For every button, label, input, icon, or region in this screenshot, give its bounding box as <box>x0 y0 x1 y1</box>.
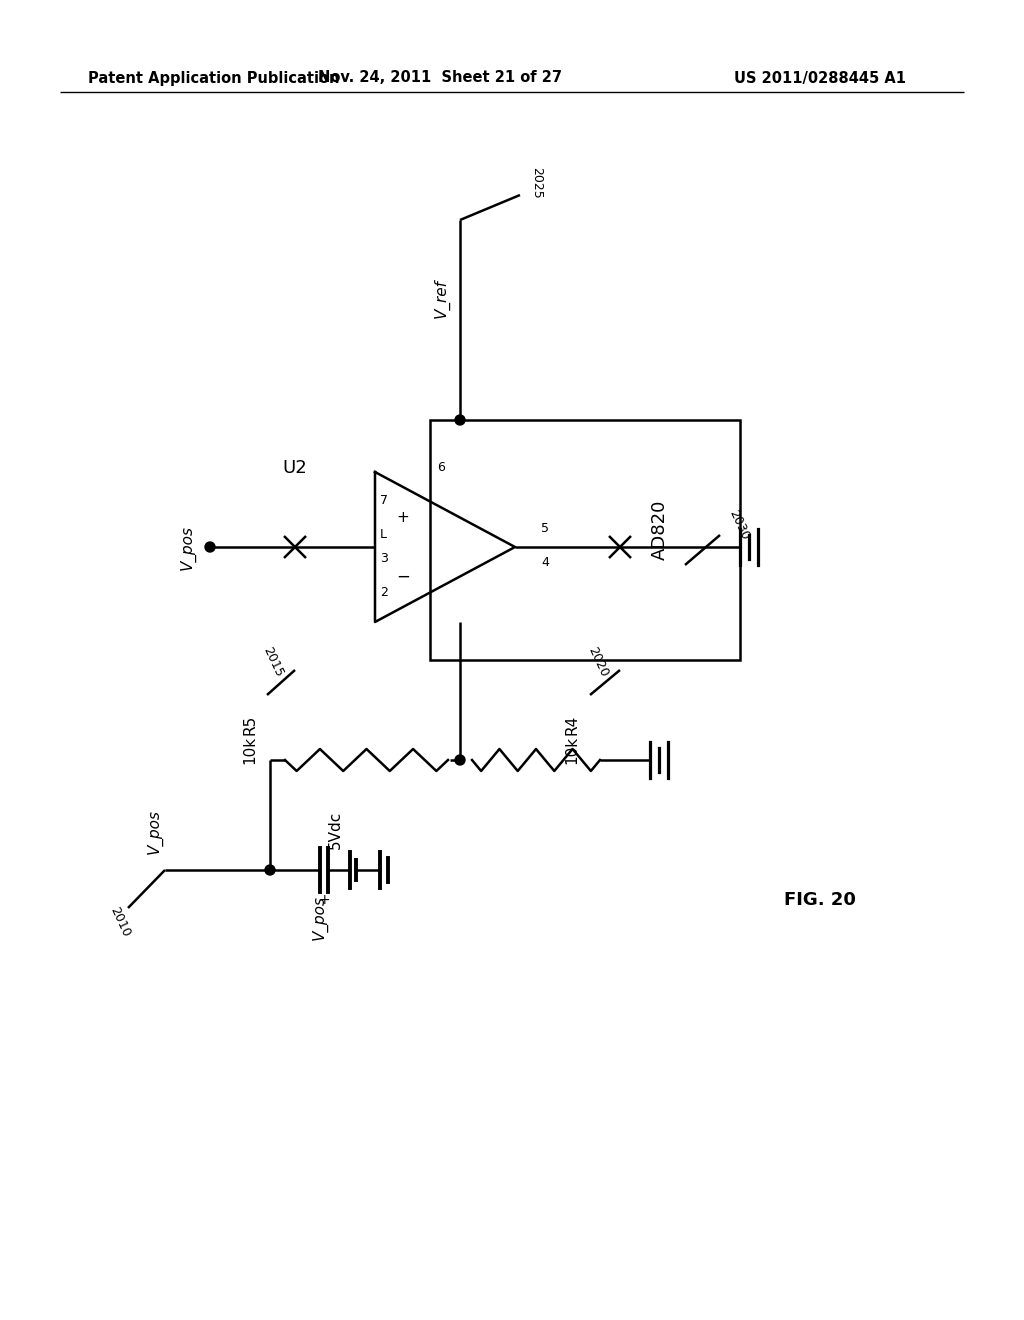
Text: V_pos: V_pos <box>312 895 328 940</box>
Text: Patent Application Publication: Patent Application Publication <box>88 70 340 86</box>
Text: V_pos: V_pos <box>146 809 163 854</box>
Text: 4: 4 <box>541 557 549 569</box>
Text: 7: 7 <box>380 494 388 507</box>
Text: 6: 6 <box>437 461 444 474</box>
Text: V_ref: V_ref <box>434 279 451 318</box>
Text: 2010: 2010 <box>108 906 132 939</box>
Text: US 2011/0288445 A1: US 2011/0288445 A1 <box>734 70 906 86</box>
Text: 10k: 10k <box>243 737 257 764</box>
Text: Nov. 24, 2011  Sheet 21 of 27: Nov. 24, 2011 Sheet 21 of 27 <box>318 70 562 86</box>
Text: 2: 2 <box>380 586 388 599</box>
Bar <box>430 420 740 660</box>
Circle shape <box>205 543 215 552</box>
Text: 2030: 2030 <box>726 508 752 543</box>
Text: 5Vdc: 5Vdc <box>328 810 342 849</box>
Text: L: L <box>380 528 387 540</box>
Circle shape <box>265 865 275 875</box>
Text: R4: R4 <box>564 715 580 735</box>
Circle shape <box>455 414 465 425</box>
Text: U2: U2 <box>283 459 307 477</box>
Text: V_pos: V_pos <box>180 524 197 569</box>
Text: AD820: AD820 <box>651 500 669 560</box>
Text: 2025: 2025 <box>530 168 543 199</box>
Text: 10k: 10k <box>564 737 580 764</box>
Text: 2015: 2015 <box>260 645 286 678</box>
Text: 5: 5 <box>541 523 549 536</box>
Text: R5: R5 <box>243 715 257 735</box>
Text: +: + <box>396 511 410 525</box>
Text: −: − <box>396 568 410 586</box>
Text: FIG. 20: FIG. 20 <box>784 891 856 909</box>
Text: 2020: 2020 <box>586 645 610 678</box>
Text: 3: 3 <box>380 553 388 565</box>
Circle shape <box>455 755 465 766</box>
Text: +: + <box>318 894 330 907</box>
